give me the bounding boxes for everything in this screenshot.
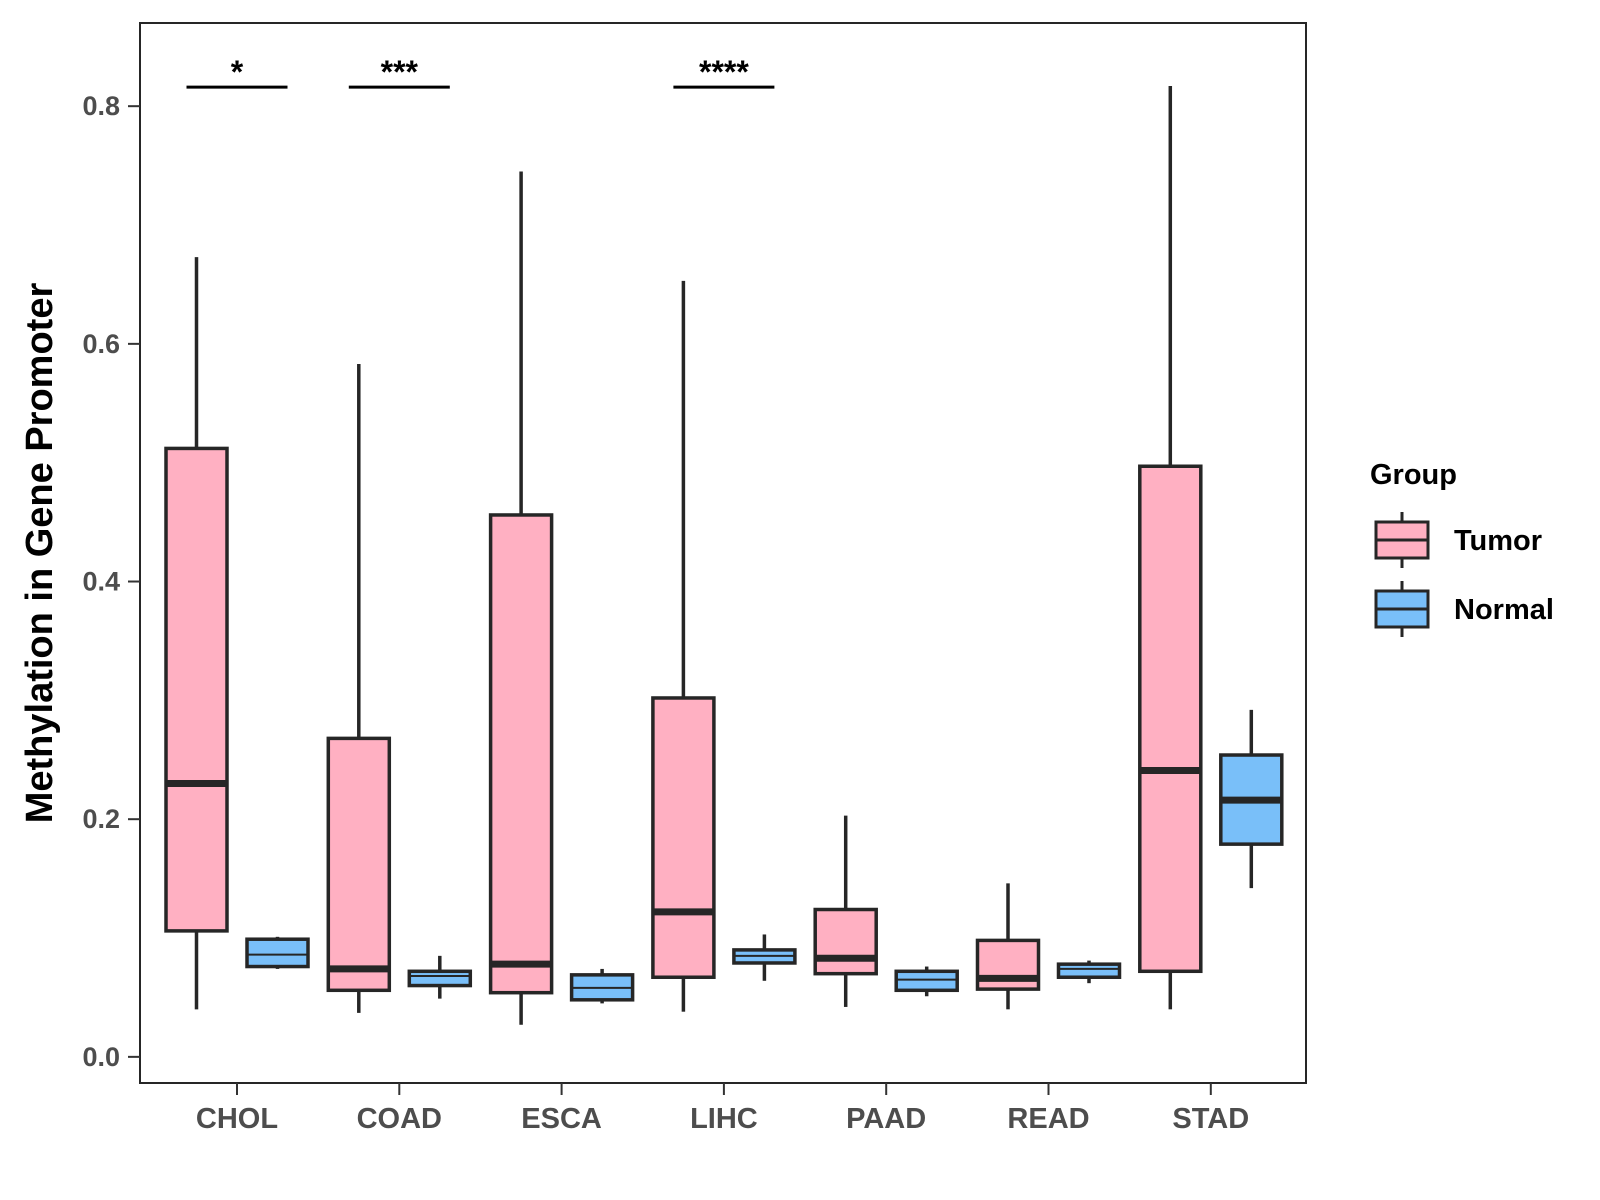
legend-item-tumor: Tumor xyxy=(1374,512,1542,568)
tumor-box-chol xyxy=(164,257,229,1010)
x-tick-label-paad: PAAD xyxy=(846,1103,926,1135)
normal-box-chol xyxy=(245,936,310,969)
significance-annotations: * *** **** xyxy=(186,54,775,90)
normal-box-stad xyxy=(1219,709,1284,889)
legend-label: Tumor xyxy=(1454,525,1542,557)
normal-box-paad xyxy=(894,966,959,997)
normal-box-coad xyxy=(407,955,473,999)
x-tick-label-chol: CHOL xyxy=(196,1103,278,1135)
box-iqr xyxy=(894,969,959,993)
box-iqr xyxy=(651,696,716,979)
plot-area xyxy=(140,23,1306,1083)
y-tick-label: 0.8 xyxy=(82,91,120,121)
box-iqr xyxy=(164,446,229,933)
significance-label: *** xyxy=(381,54,419,90)
significance-label: **** xyxy=(699,54,749,90)
legend: Group Tumor Normal xyxy=(1370,459,1554,637)
normal-box-esca xyxy=(569,968,635,1004)
x-tick-label-esca: ESCA xyxy=(521,1103,602,1135)
boxes-layer xyxy=(164,85,1284,1025)
tumor-box-esca xyxy=(488,171,554,1025)
tumor-box-stad xyxy=(1138,85,1203,1010)
x-axis: CHOL COAD ESCA LIHC PAAD READ STAD xyxy=(196,1083,1249,1135)
box-iqr xyxy=(813,907,878,976)
normal-box-lihc xyxy=(732,934,797,981)
x-tick-label-read: READ xyxy=(1007,1103,1089,1135)
box-iqr xyxy=(1056,962,1122,979)
box-iqr xyxy=(1138,464,1203,974)
significance-chol: * xyxy=(186,54,288,90)
x-tick-label-lihc: LIHC xyxy=(690,1103,758,1135)
plot-background xyxy=(140,23,1306,1083)
significance-coad: *** xyxy=(348,54,450,90)
tumor-box-coad xyxy=(326,364,392,1013)
legend-items: Tumor Normal xyxy=(1374,512,1554,637)
x-tick-label-coad: COAD xyxy=(357,1103,442,1135)
tumor-box-lihc xyxy=(651,280,716,1012)
x-tick-label-stad: STAD xyxy=(1172,1103,1249,1135)
box-iqr xyxy=(407,969,473,988)
legend-title: Group xyxy=(1370,459,1457,491)
y-tick-label: 0.4 xyxy=(82,567,120,597)
legend-label: Normal xyxy=(1454,594,1554,626)
y-tick-label: 0.0 xyxy=(82,1042,120,1072)
y-tick-label: 0.2 xyxy=(82,804,120,834)
y-axis-title: Methylation in Gene Promoter xyxy=(19,283,61,824)
legend-item-normal: Normal xyxy=(1374,581,1554,637)
tumor-box-read xyxy=(975,883,1041,1010)
normal-box-read xyxy=(1056,960,1122,984)
box-iqr xyxy=(488,513,554,995)
y-tick-label: 0.6 xyxy=(82,329,120,359)
tumor-box-paad xyxy=(813,815,878,1007)
box-iqr xyxy=(326,736,392,993)
box-iqr xyxy=(245,937,310,969)
significance-label: * xyxy=(231,54,244,90)
y-axis: 0.0 0.2 0.4 0.6 0.8 xyxy=(82,91,140,1072)
significance-lihc: **** xyxy=(673,54,775,90)
